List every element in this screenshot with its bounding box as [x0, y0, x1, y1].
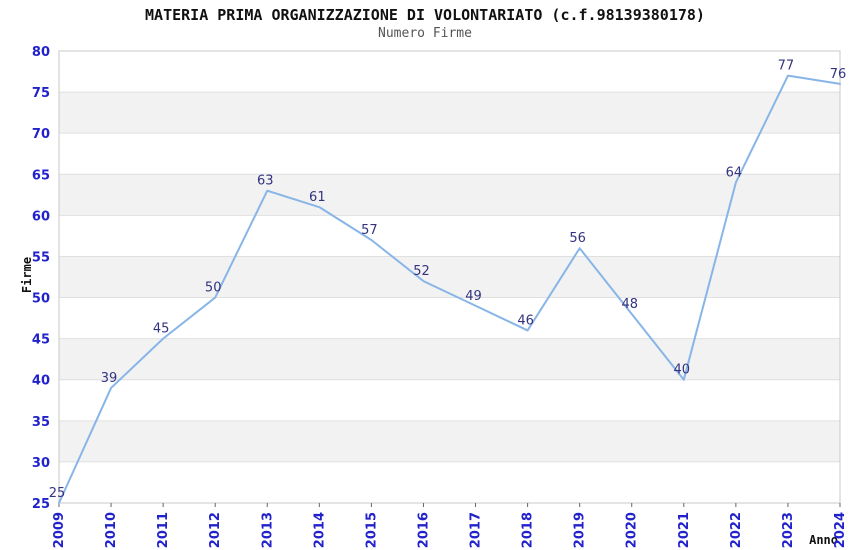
data-point-label: 76 — [830, 67, 847, 82]
x-tick-label: 2010 — [104, 512, 119, 548]
data-point-label: 45 — [153, 322, 170, 337]
plot-border — [58, 50, 841, 504]
data-point-label: 61 — [309, 190, 326, 205]
plot-band — [59, 256, 840, 298]
plot-band — [59, 174, 840, 216]
plot-band — [59, 338, 840, 380]
x-tick-label: 2014 — [312, 512, 327, 548]
data-point-label: 64 — [726, 165, 743, 180]
chart-subtitle: Numero Firme — [378, 26, 472, 41]
x-tick-label: 2023 — [781, 512, 796, 548]
plot-band — [59, 420, 840, 462]
data-point-label: 63 — [257, 174, 274, 189]
data-point-label: 57 — [361, 223, 378, 238]
data-point-label: 56 — [569, 231, 586, 246]
data-point-label: 52 — [413, 264, 430, 279]
data-point-label: 40 — [674, 363, 691, 378]
x-tick-label: 2009 — [52, 512, 67, 548]
x-tick-label: 2017 — [469, 512, 484, 548]
y-tick-label: 50 — [32, 292, 50, 307]
plot-band — [59, 92, 840, 134]
x-tick-label: 2021 — [677, 512, 692, 548]
y-tick-label: 60 — [32, 209, 50, 224]
chart-title: MATERIA PRIMA ORGANIZZAZIONE DI VOLONTAR… — [145, 6, 705, 24]
x-tick-label: 2011 — [156, 512, 171, 548]
x-tick-label: 2020 — [625, 512, 640, 548]
x-tick-label: 2016 — [416, 512, 431, 548]
y-tick-label: 80 — [32, 45, 50, 60]
y-tick-label: 40 — [32, 374, 50, 389]
y-tick-label: 35 — [32, 415, 50, 430]
x-tick-label: 2024 — [833, 512, 848, 548]
y-tick-label: 70 — [32, 127, 50, 142]
data-point-label: 49 — [465, 289, 482, 304]
x-tick-label: 2013 — [260, 512, 275, 548]
x-tick-label: 2018 — [521, 512, 536, 548]
data-point-label: 50 — [205, 281, 222, 296]
x-axis-title: Anno — [809, 533, 838, 547]
y-tick-label: 65 — [32, 168, 50, 183]
y-tick-label: 55 — [32, 250, 50, 265]
x-tick-label: 2022 — [729, 512, 744, 548]
y-tick-label: 45 — [32, 333, 50, 348]
data-point-label: 46 — [517, 313, 534, 328]
data-point-label: 77 — [778, 59, 795, 74]
y-tick-label: 75 — [32, 86, 50, 101]
data-series-line — [58, 74, 841, 504]
data-point-label: 25 — [49, 486, 66, 501]
x-tick-label: 2012 — [208, 512, 223, 548]
x-tick-label: 2015 — [364, 512, 379, 548]
data-point-label: 39 — [101, 371, 118, 386]
data-point-label: 48 — [621, 297, 638, 312]
y-tick-label: 25 — [32, 497, 50, 512]
x-tick-label: 2019 — [573, 512, 588, 548]
y-tick-label: 30 — [32, 456, 50, 471]
